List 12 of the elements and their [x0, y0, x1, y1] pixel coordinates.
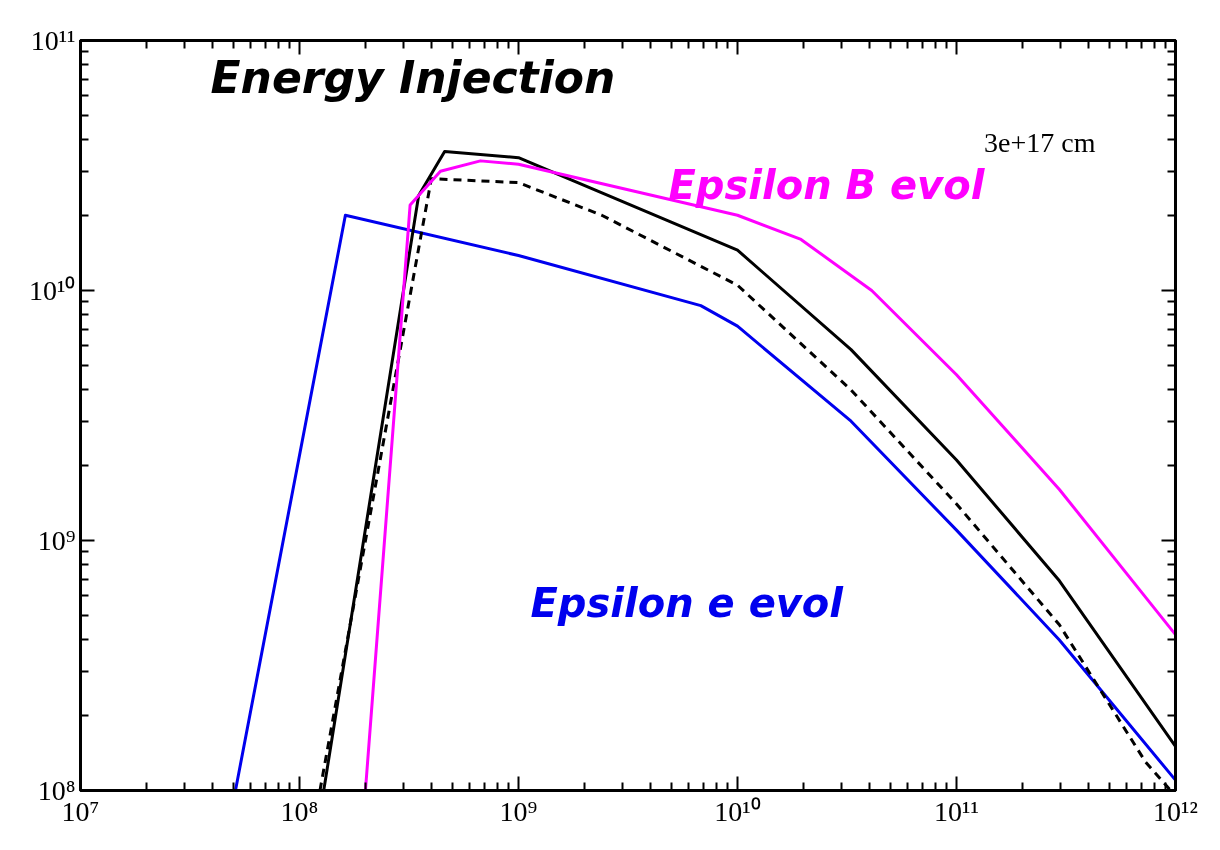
y-tick-label: 10⁹ — [37, 525, 76, 556]
annotation: 3e+17 cm — [984, 126, 1096, 158]
series-label: Epsilon B evol — [668, 161, 986, 208]
y-tick-label: 10¹¹ — [30, 25, 76, 56]
x-tick-label: 10¹² — [1153, 795, 1198, 827]
x-tick-label: 10¹¹ — [934, 795, 979, 827]
x-tick-label: 10⁸ — [280, 795, 319, 827]
chart-title: Energy Injection — [210, 51, 616, 103]
x-tick-label: 10¹⁰ — [714, 795, 761, 827]
y-tick-label: 10¹⁰ — [29, 275, 76, 306]
text: Epsilon e evol — [530, 579, 845, 626]
x-tick-label: 10⁹ — [499, 795, 538, 827]
